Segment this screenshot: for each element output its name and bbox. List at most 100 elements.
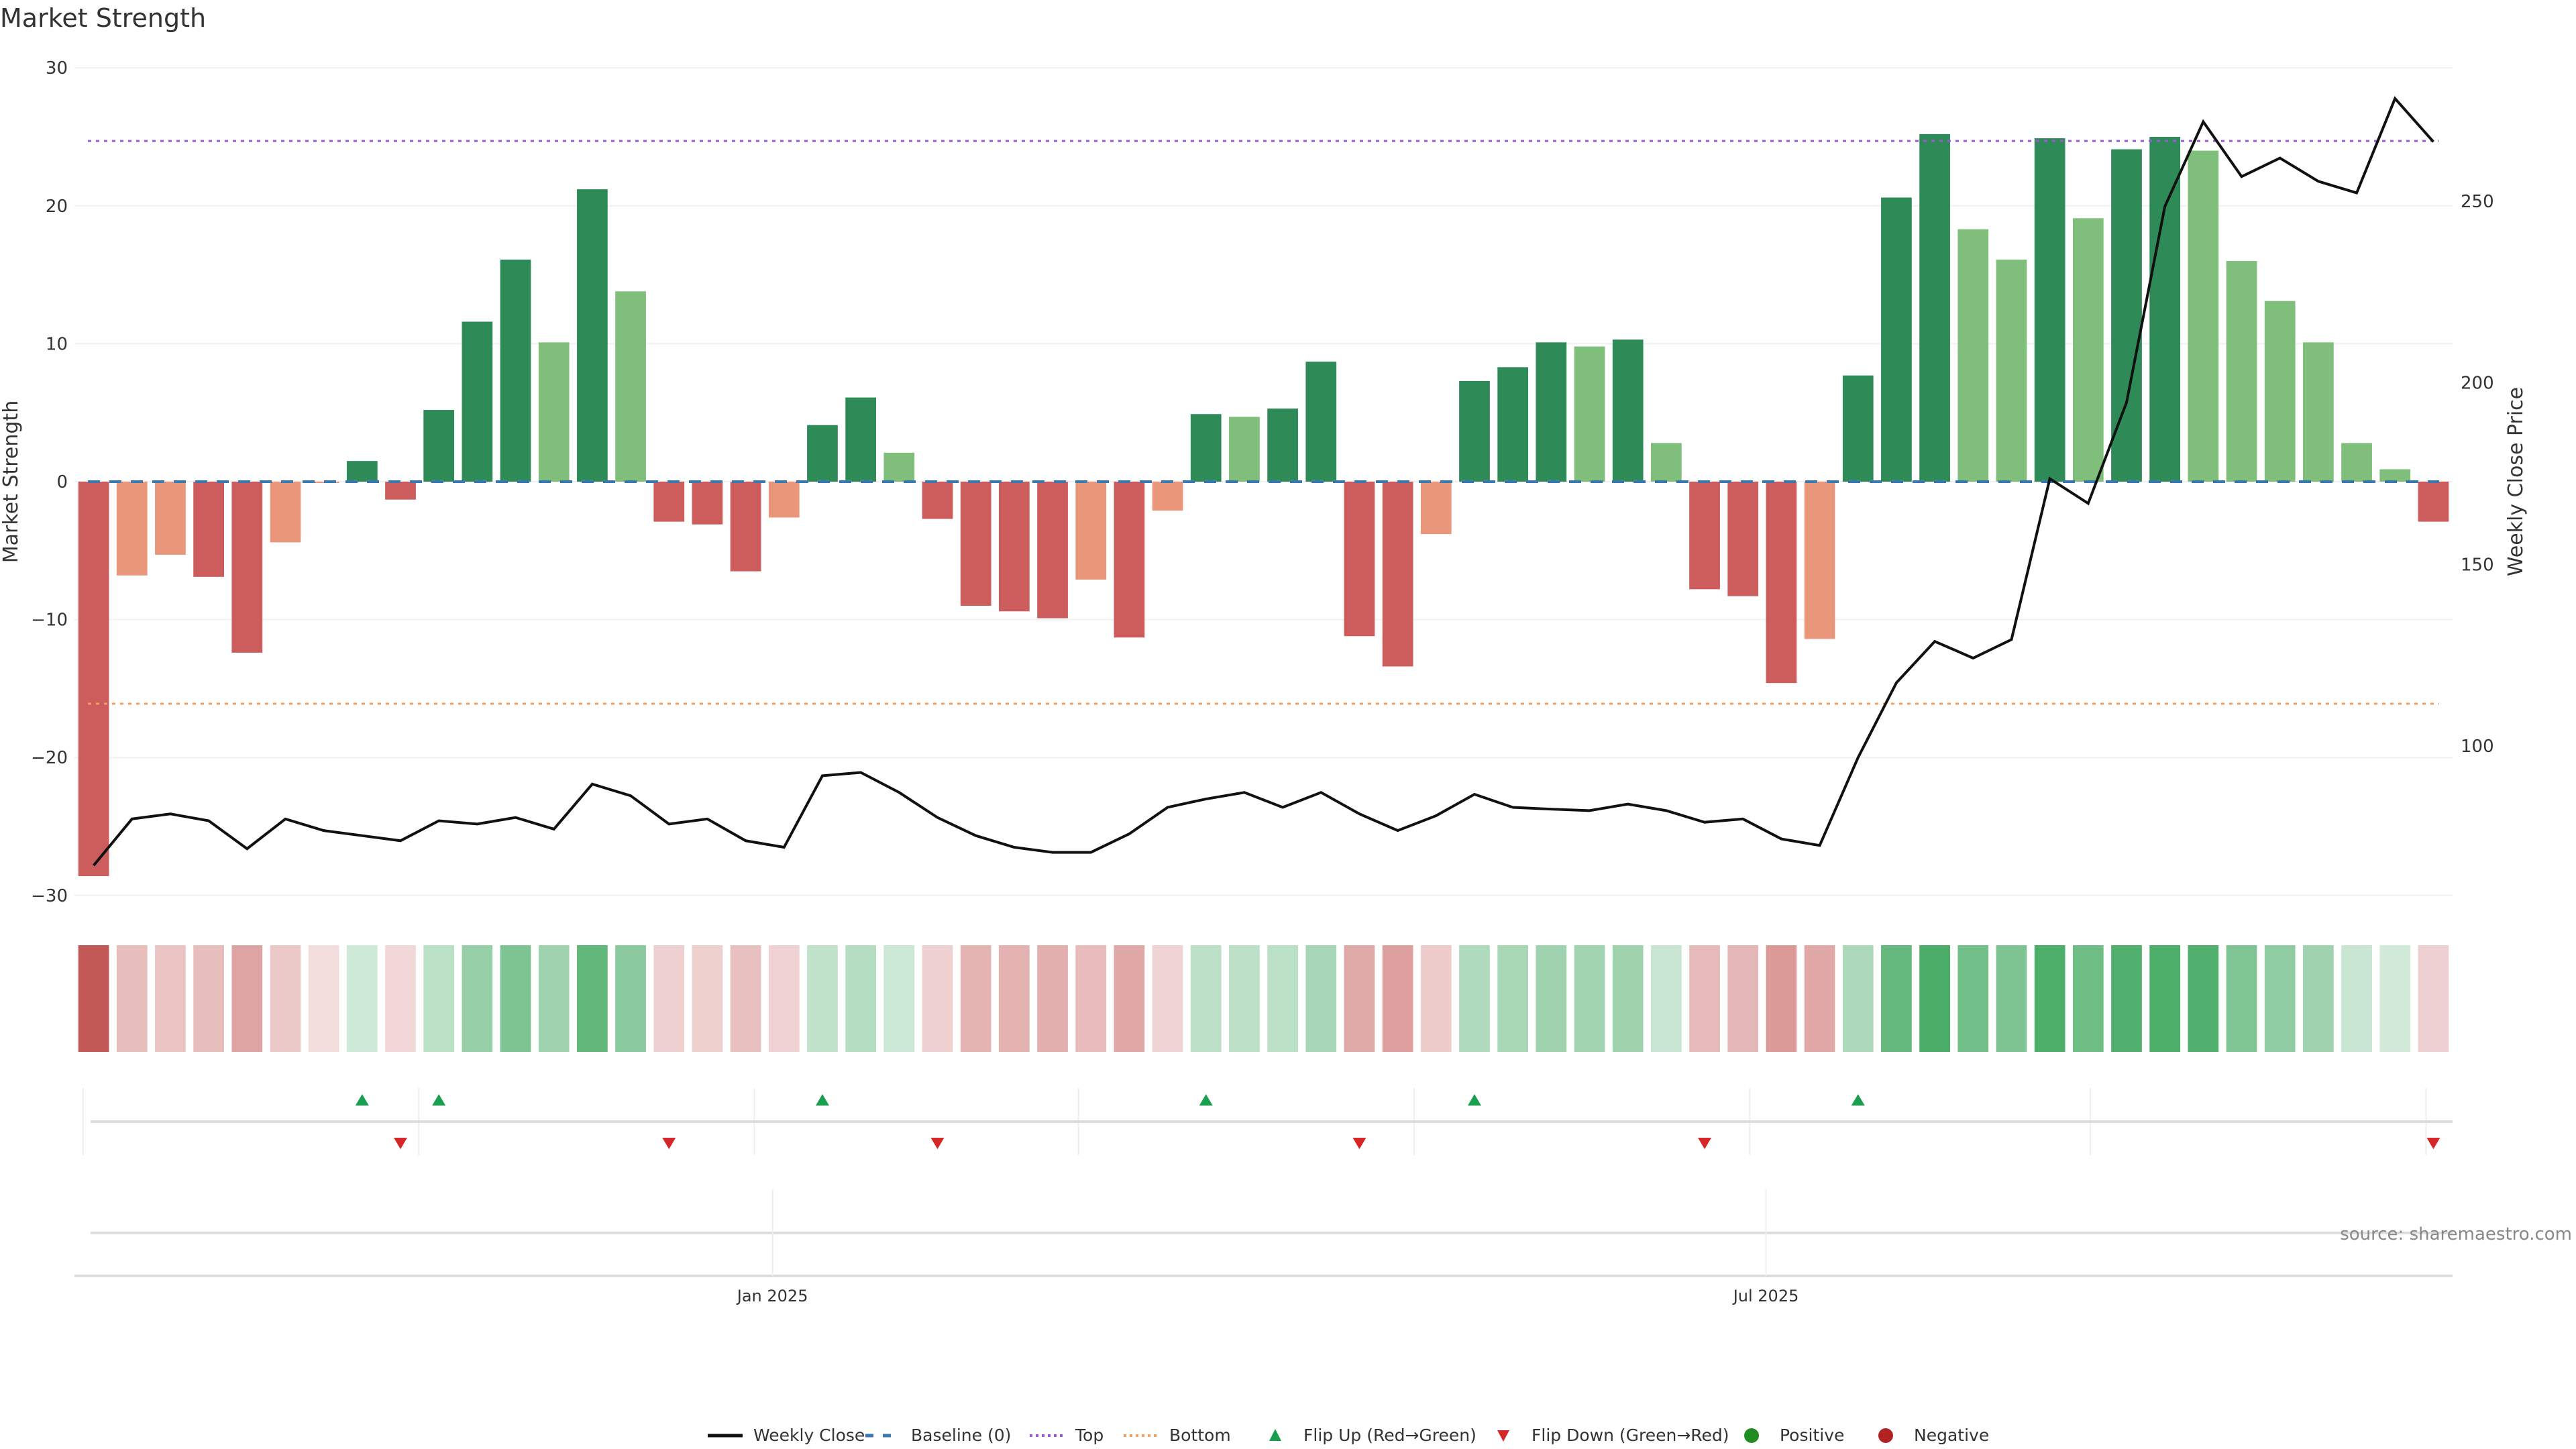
- heat-cell: [1536, 945, 1567, 1052]
- heat-cell: [1229, 945, 1260, 1052]
- heat-cell: [2188, 945, 2219, 1052]
- heat-cell: [883, 945, 915, 1052]
- strength-bar: [1152, 482, 1183, 511]
- heat-cell: [2111, 945, 2142, 1052]
- heat-cell: [1382, 945, 1413, 1052]
- strength-bar: [1612, 339, 1644, 482]
- strength-bar: [1382, 482, 1413, 667]
- heat-cell: [2149, 945, 2181, 1052]
- legend-label: Bottom: [1169, 1426, 1231, 1445]
- heat-cell: [1459, 945, 1490, 1052]
- heat-cell: [1727, 945, 1759, 1052]
- legend-swatch-flip-down: [1497, 1430, 1509, 1442]
- strength-bar: [1727, 482, 1759, 596]
- heat-cell: [768, 945, 800, 1052]
- strength-bar: [2188, 150, 2219, 482]
- heat-cell: [2418, 945, 2449, 1052]
- heat-cell: [231, 945, 263, 1052]
- heat-strip: [78, 945, 2449, 1052]
- flip-up-marker: [1199, 1094, 1213, 1106]
- strength-bar: [1574, 346, 1605, 482]
- strength-bar: [1804, 482, 1835, 639]
- heat-cell: [1804, 945, 1835, 1052]
- flip-up-marker: [815, 1094, 829, 1106]
- heat-cell: [2072, 945, 2104, 1052]
- legend-label: Flip Up (Red→Green): [1303, 1426, 1477, 1445]
- strength-bar: [1075, 482, 1107, 580]
- heat-cell: [1114, 945, 1145, 1052]
- legend-label: Negative: [1914, 1426, 1989, 1445]
- heat-cell: [960, 945, 991, 1052]
- strength-bar: [653, 482, 685, 522]
- strength-bar: [1267, 409, 1298, 482]
- flip-up-marker: [1467, 1094, 1481, 1106]
- x-tick-label: Jul 2025: [1732, 1287, 1799, 1305]
- strength-bar: [922, 482, 953, 519]
- y-axis-label: Market Strength: [0, 400, 23, 563]
- strength-bar: [1650, 443, 1682, 482]
- strength-bar: [78, 482, 109, 877]
- strength-bar: [1996, 259, 2027, 482]
- heat-cell: [2341, 945, 2372, 1052]
- strength-bar: [270, 482, 301, 543]
- heat-cell: [1766, 945, 1797, 1052]
- strength-bar: [193, 482, 224, 577]
- strength-bar: [500, 259, 531, 482]
- heat-cell: [1881, 945, 1912, 1052]
- flip-down-marker: [662, 1138, 676, 1149]
- heat-cell: [577, 945, 608, 1052]
- y-tick-label: 10: [46, 334, 68, 354]
- y2-tick-label: 100: [2461, 737, 2494, 757]
- heat-cell: [1075, 945, 1107, 1052]
- flip-up-marker: [355, 1094, 369, 1106]
- strength-bar: [1229, 417, 1260, 482]
- strength-bar: [1190, 414, 1222, 482]
- flip-down-marker: [1352, 1138, 1366, 1149]
- strength-bar: [308, 482, 339, 484]
- y-tick-label: −10: [31, 610, 68, 631]
- legend-swatch-positive: [1744, 1428, 1759, 1443]
- flip-down-marker: [1698, 1138, 1712, 1149]
- legend-label: Flip Down (Green→Red): [1532, 1426, 1729, 1445]
- strength-bar: [577, 189, 608, 482]
- heat-cell: [500, 945, 531, 1052]
- heat-cell: [922, 945, 953, 1052]
- strength-bar: [1459, 380, 1490, 482]
- heat-cell: [1497, 945, 1529, 1052]
- strength-bar: [385, 482, 416, 500]
- y2-tick-label: 150: [2461, 555, 2494, 575]
- heat-cell: [807, 945, 838, 1052]
- strength-bar: [2264, 301, 2296, 482]
- reference-lines: [88, 140, 2439, 705]
- flip-panel: Jan 2025 Jul 2025: [74, 1088, 2453, 1305]
- heat-cell: [1689, 945, 1720, 1052]
- heat-cell: [2034, 945, 2065, 1052]
- strength-bars: [78, 133, 2449, 877]
- heat-cell: [1344, 945, 1375, 1052]
- heat-cell: [538, 945, 570, 1052]
- strength-bar: [998, 482, 1030, 612]
- weekly-close-series: [93, 96, 2434, 867]
- strength-bar: [1919, 133, 1950, 482]
- strength-bar: [346, 461, 378, 482]
- y-tick-label: −20: [31, 748, 68, 768]
- strength-bar: [2341, 443, 2372, 482]
- strength-bar: [1420, 482, 1452, 535]
- heat-cell: [1037, 945, 1068, 1052]
- strength-bar: [2149, 137, 2181, 482]
- heat-cell: [1152, 945, 1183, 1052]
- y-tick-label: 30: [46, 58, 68, 78]
- legend-label: Top: [1075, 1426, 1104, 1445]
- legend-label: Weekly Close: [753, 1426, 865, 1445]
- chart-title: Market Strength: [0, 3, 206, 33]
- y2-tick-label: 250: [2461, 192, 2494, 212]
- heat-cell: [193, 945, 224, 1052]
- flip-down-marker: [2426, 1138, 2440, 1149]
- heat-cell: [1612, 945, 1644, 1052]
- strength-bar: [1842, 375, 1874, 482]
- y-tick-label: 0: [56, 472, 68, 492]
- y2-axis-label: Weekly Close Price: [2504, 387, 2528, 576]
- strength-bar: [538, 342, 570, 482]
- heat-cell: [423, 945, 455, 1052]
